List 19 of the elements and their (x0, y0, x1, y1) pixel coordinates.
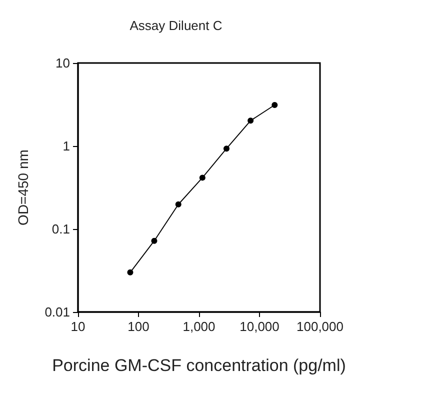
y-tick-label: 1 (62, 138, 70, 154)
y-tick-label: 0.1 (52, 222, 70, 236)
x-tick-label: 100,000 (296, 319, 344, 334)
point (199, 174, 206, 181)
x-tick-label: 1,000 (182, 319, 216, 334)
point (248, 118, 254, 124)
y-tick-label: 0.01 (44, 304, 70, 320)
point (151, 238, 158, 244)
x-tick-label: 100 (128, 319, 150, 334)
y-tick-label: 10 (56, 56, 70, 70)
point (175, 201, 182, 208)
x-axis-title: Porcine GM-CSF concentration (pg/ml) (52, 356, 346, 375)
x-tick-label: 10 (70, 319, 86, 334)
chart-title: Assay Diluent C (130, 18, 222, 33)
point (272, 102, 278, 108)
point (127, 269, 134, 276)
point (224, 146, 230, 152)
y-axis-title: OD=450 nm (15, 150, 31, 226)
x-tick-label: 10,000 (240, 319, 280, 334)
